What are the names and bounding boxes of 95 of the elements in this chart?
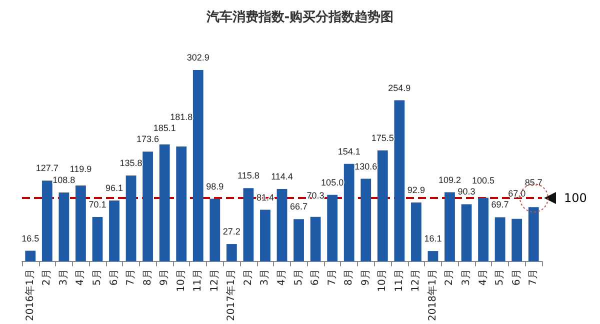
bar <box>58 192 70 262</box>
x-tick-label: 2月 <box>42 269 53 286</box>
bar <box>25 250 36 262</box>
data-label: 16.1 <box>424 234 442 244</box>
bar <box>243 188 254 262</box>
x-tick-label: 11月 <box>192 269 204 292</box>
x-tick-label: 2月 <box>444 269 456 286</box>
bar <box>192 70 204 262</box>
x-tick-label: 3月 <box>260 269 271 286</box>
bar <box>428 251 438 262</box>
data-label: 127.7 <box>36 163 58 174</box>
bar <box>327 194 338 262</box>
bar <box>226 244 237 262</box>
x-tick-label: 5月 <box>293 269 304 286</box>
x-tick-label: 7月 <box>126 269 137 286</box>
data-label: 254.9 <box>388 82 411 93</box>
x-tick-label: 3月 <box>58 269 70 286</box>
data-label: 108.8 <box>52 175 76 186</box>
bar <box>478 198 488 262</box>
x-tick-label: 6月 <box>310 269 322 286</box>
bar <box>260 210 270 262</box>
bar <box>126 175 136 262</box>
x-tick-label: 9月 <box>360 269 372 286</box>
data-label: 98.9 <box>206 181 224 192</box>
data-label: 96.1 <box>105 183 124 194</box>
bar <box>294 219 304 262</box>
bar <box>159 144 170 262</box>
x-tick-label: 12月 <box>209 269 220 292</box>
bar <box>360 178 372 262</box>
data-label: 135.8 <box>120 158 142 168</box>
data-label: 81.4 <box>256 192 274 202</box>
data-label: 154.1 <box>338 146 360 156</box>
bar <box>92 216 103 262</box>
x-tick-label: 10月 <box>176 269 187 292</box>
data-label: 69.7 <box>491 200 509 210</box>
x-tick-label: 2017年1月 <box>225 269 238 321</box>
x-tick-label: 5月 <box>494 269 506 286</box>
bar <box>176 146 187 262</box>
data-label: 175.5 <box>371 132 394 143</box>
bar <box>528 207 539 262</box>
data-label: 114.4 <box>271 171 293 182</box>
bar <box>494 217 506 262</box>
data-label: 109.2 <box>438 174 462 185</box>
data-label: 302.9 <box>186 52 210 62</box>
data-label: 85.7 <box>524 178 542 188</box>
x-tick-label: 2016年1月 <box>24 269 36 321</box>
x-tick-label: 6月 <box>511 269 522 286</box>
bar <box>42 180 52 262</box>
x-tick-label: 8月 <box>142 269 154 286</box>
x-tick-label: 7月 <box>326 269 338 286</box>
x-tick-label: 5月 <box>92 269 103 286</box>
data-label: 119.9 <box>70 164 92 174</box>
data-label: 16.5 <box>22 233 40 244</box>
data-label: 105.0 <box>321 177 344 188</box>
bar <box>344 164 354 262</box>
bar <box>210 198 220 262</box>
data-label: 130.6 <box>354 161 378 172</box>
data-label: 67.0 <box>508 188 526 199</box>
x-tick-label: 10月 <box>377 269 388 292</box>
ref-line-label: 100 <box>564 191 587 206</box>
x-tick-label: 4月 <box>478 269 489 286</box>
data-label: 70.3 <box>306 190 324 201</box>
data-label: 100.5 <box>472 176 495 186</box>
x-tick-label: 9月 <box>159 269 170 286</box>
bar <box>444 192 455 262</box>
data-label: 66.7 <box>290 202 308 212</box>
x-tick-label: 4月 <box>276 269 288 286</box>
bar <box>394 100 405 262</box>
data-label: 90.3 <box>458 186 476 197</box>
data-label: 92.9 <box>407 185 425 196</box>
bar <box>109 200 120 262</box>
bar <box>461 204 472 262</box>
data-label: 173.6 <box>136 134 160 144</box>
data-label: 115.8 <box>238 170 260 181</box>
bar <box>76 186 86 262</box>
data-label: 185.1 <box>153 123 176 134</box>
x-tick-label: 4月 <box>75 269 86 286</box>
data-label: 70.1 <box>88 199 106 210</box>
bar <box>142 152 154 262</box>
x-tick-label: 3月 <box>461 269 472 286</box>
x-tick-label: 11月 <box>394 269 405 292</box>
bar <box>512 218 522 262</box>
x-tick-label: 7月 <box>528 269 540 286</box>
bar <box>276 188 288 262</box>
x-tick-label: 2月 <box>242 269 254 286</box>
bar <box>377 150 388 262</box>
x-tick-label: 12月 <box>410 269 422 292</box>
data-label: 181.8 <box>170 112 193 122</box>
data-label: 27.2 <box>222 226 240 237</box>
x-tick-label: 6月 <box>108 269 120 286</box>
bar <box>410 202 422 262</box>
x-tick-label: 2018年1月 <box>426 269 438 321</box>
bar <box>310 216 321 262</box>
chart-title: 汽车消费指数-购买分指数趋势图 <box>205 9 394 25</box>
x-tick-label: 8月 <box>344 269 355 286</box>
